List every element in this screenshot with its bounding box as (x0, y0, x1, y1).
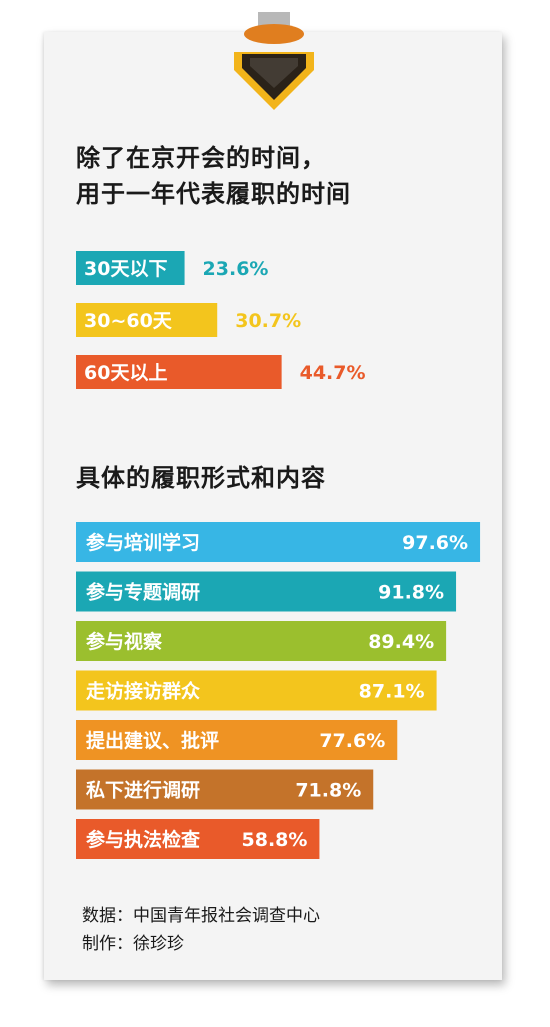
form-bar-label: 参与培训学习 (86, 531, 200, 554)
pin-shine (250, 58, 298, 88)
form-bar (76, 720, 398, 760)
days-bar-chart: 30天以下 23.6% 30~60天 30.7% 60天以上 44.7% (76, 251, 366, 389)
forms-bar-chart: 参与培训学习 97.6% 参与专题调研 91.8% 参与视察 89.4% 走访接访群众 87.… (76, 522, 481, 859)
form-bar-label: 提出建议、批评 (86, 729, 219, 752)
days-bar-value: 23.6% (203, 258, 269, 280)
days-bar-label: 60天以上 (84, 362, 167, 384)
form-bar (76, 621, 447, 661)
form-bar (76, 522, 481, 562)
days-bar (76, 303, 218, 337)
form-bar-label: 走访接访群众 (86, 680, 200, 703)
section2-title: 具体的履职形式和内容 (76, 464, 326, 492)
days-bar (76, 355, 282, 389)
maker-note: 制作：徐珍珍 (82, 934, 184, 954)
days-bar-label: 30~60天 (84, 310, 173, 332)
pin-top (244, 24, 304, 44)
form-bar (76, 769, 374, 810)
form-bar-value: 91.8% (378, 582, 444, 604)
pin-clip (258, 12, 290, 26)
days-bar-value: 30.7% (235, 310, 301, 332)
section1-title-line1: 除了在京开会的时间， (76, 144, 326, 172)
form-bar-label: 参与专题调研 (86, 581, 200, 604)
form-bar-value: 77.6% (319, 730, 385, 752)
form-bar-value: 89.4% (368, 631, 434, 653)
days-bar-value: 44.7% (300, 362, 366, 384)
section1-title-line2: 用于一年代表履职的时间 (76, 180, 351, 208)
pin-face (242, 54, 306, 100)
form-bar-value: 58.8% (242, 829, 308, 851)
form-bar-value: 87.1% (359, 681, 425, 703)
form-bar-label: 参与执法检查 (86, 828, 201, 851)
form-bar (76, 571, 457, 612)
form-bar-value: 97.6% (402, 532, 468, 554)
days-bar (76, 251, 185, 285)
form-bar-label: 参与视察 (86, 630, 163, 653)
source-note: 数据：中国青年报社会调查中心 (82, 906, 320, 926)
pin-icon (234, 12, 314, 110)
form-bar (76, 670, 437, 711)
form-bar-value: 71.8% (295, 780, 361, 802)
days-bar-label: 30天以下 (84, 258, 167, 280)
form-bar-label: 私下进行调研 (86, 779, 200, 802)
form-bar (76, 819, 320, 859)
